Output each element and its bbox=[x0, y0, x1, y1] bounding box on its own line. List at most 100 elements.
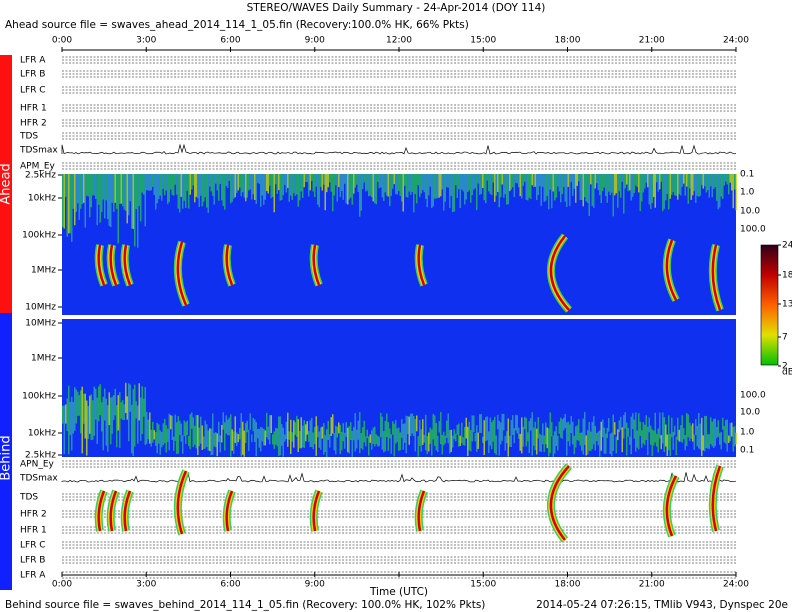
burst bbox=[417, 490, 426, 532]
noise bbox=[83, 174, 85, 203]
noise bbox=[611, 432, 613, 457]
noise bbox=[596, 433, 598, 441]
noise bbox=[438, 174, 440, 198]
noise bbox=[692, 174, 694, 196]
noise bbox=[594, 425, 596, 451]
noise bbox=[99, 384, 101, 416]
noise bbox=[623, 415, 625, 439]
noise bbox=[714, 174, 716, 188]
noise bbox=[89, 395, 91, 434]
noise bbox=[408, 174, 410, 192]
noise bbox=[387, 422, 389, 451]
right-label: 1.0 bbox=[740, 428, 755, 438]
noise bbox=[306, 421, 308, 435]
noise bbox=[515, 174, 517, 183]
noise bbox=[629, 436, 631, 445]
time-tick-label: 6:00 bbox=[220, 580, 240, 590]
noise bbox=[467, 426, 469, 457]
noise bbox=[710, 417, 712, 445]
noise bbox=[269, 174, 271, 186]
freq-label: 10kHz bbox=[28, 429, 56, 439]
noise bbox=[365, 174, 367, 192]
noise bbox=[504, 435, 506, 451]
noise bbox=[122, 400, 124, 420]
spectrogram bbox=[62, 174, 736, 315]
noise bbox=[159, 174, 161, 196]
noise bbox=[161, 174, 163, 201]
noise bbox=[206, 174, 208, 208]
noise bbox=[273, 174, 275, 213]
noise bbox=[452, 435, 454, 448]
noise bbox=[81, 174, 83, 205]
noise bbox=[716, 174, 718, 201]
noise bbox=[546, 174, 548, 197]
noise bbox=[606, 174, 608, 203]
ahead-bar bbox=[0, 55, 12, 313]
noise bbox=[329, 434, 331, 448]
noise bbox=[290, 419, 292, 455]
time-tick-label: 3:00 bbox=[136, 580, 156, 590]
burst bbox=[312, 490, 321, 532]
time-tick-label: 9:00 bbox=[305, 36, 325, 46]
noise bbox=[92, 174, 94, 196]
noise bbox=[132, 174, 134, 229]
noise bbox=[362, 174, 364, 190]
noise bbox=[390, 174, 392, 196]
noise bbox=[464, 427, 466, 446]
noise bbox=[80, 174, 82, 209]
noise bbox=[234, 174, 236, 198]
trace bbox=[61, 472, 737, 483]
noise bbox=[197, 174, 199, 199]
noise bbox=[252, 417, 254, 432]
noise bbox=[95, 174, 97, 199]
noise bbox=[276, 428, 278, 447]
noise bbox=[597, 431, 599, 446]
noise bbox=[557, 435, 559, 451]
noise bbox=[408, 416, 410, 445]
noise bbox=[663, 174, 665, 209]
noise bbox=[629, 174, 631, 191]
noise bbox=[413, 416, 415, 437]
freq-label: 10MHz bbox=[25, 319, 56, 329]
noise bbox=[615, 436, 617, 454]
noise bbox=[708, 174, 710, 198]
noise bbox=[393, 174, 395, 185]
noise bbox=[572, 421, 574, 445]
noise bbox=[483, 174, 485, 201]
noise bbox=[168, 413, 170, 451]
noise bbox=[425, 414, 427, 451]
noise bbox=[576, 174, 578, 186]
noise bbox=[501, 174, 503, 185]
behind-bar bbox=[0, 313, 12, 590]
noise bbox=[117, 174, 119, 244]
noise bbox=[264, 430, 266, 446]
noise bbox=[366, 174, 368, 191]
noise bbox=[122, 174, 124, 207]
right-label: 100.0 bbox=[740, 391, 766, 401]
noise bbox=[131, 404, 133, 454]
noise bbox=[507, 418, 509, 457]
noise bbox=[566, 422, 568, 456]
noise bbox=[215, 174, 217, 184]
noise bbox=[564, 174, 566, 202]
noise bbox=[395, 174, 397, 194]
noise bbox=[198, 427, 200, 447]
noise bbox=[459, 435, 461, 446]
noise bbox=[207, 174, 209, 213]
noise bbox=[210, 174, 212, 192]
noise bbox=[293, 420, 295, 448]
noise bbox=[324, 435, 326, 453]
noise bbox=[632, 174, 634, 197]
row-label: LFR C bbox=[20, 86, 46, 96]
noise bbox=[150, 174, 152, 191]
noise bbox=[216, 433, 218, 457]
noise bbox=[614, 174, 616, 196]
right-label: 1.0 bbox=[740, 188, 755, 198]
noise bbox=[96, 174, 98, 226]
noise bbox=[402, 174, 404, 212]
noise bbox=[231, 429, 233, 451]
noise bbox=[582, 174, 584, 207]
noise bbox=[713, 419, 715, 449]
noise bbox=[375, 174, 377, 205]
noise bbox=[563, 417, 565, 431]
